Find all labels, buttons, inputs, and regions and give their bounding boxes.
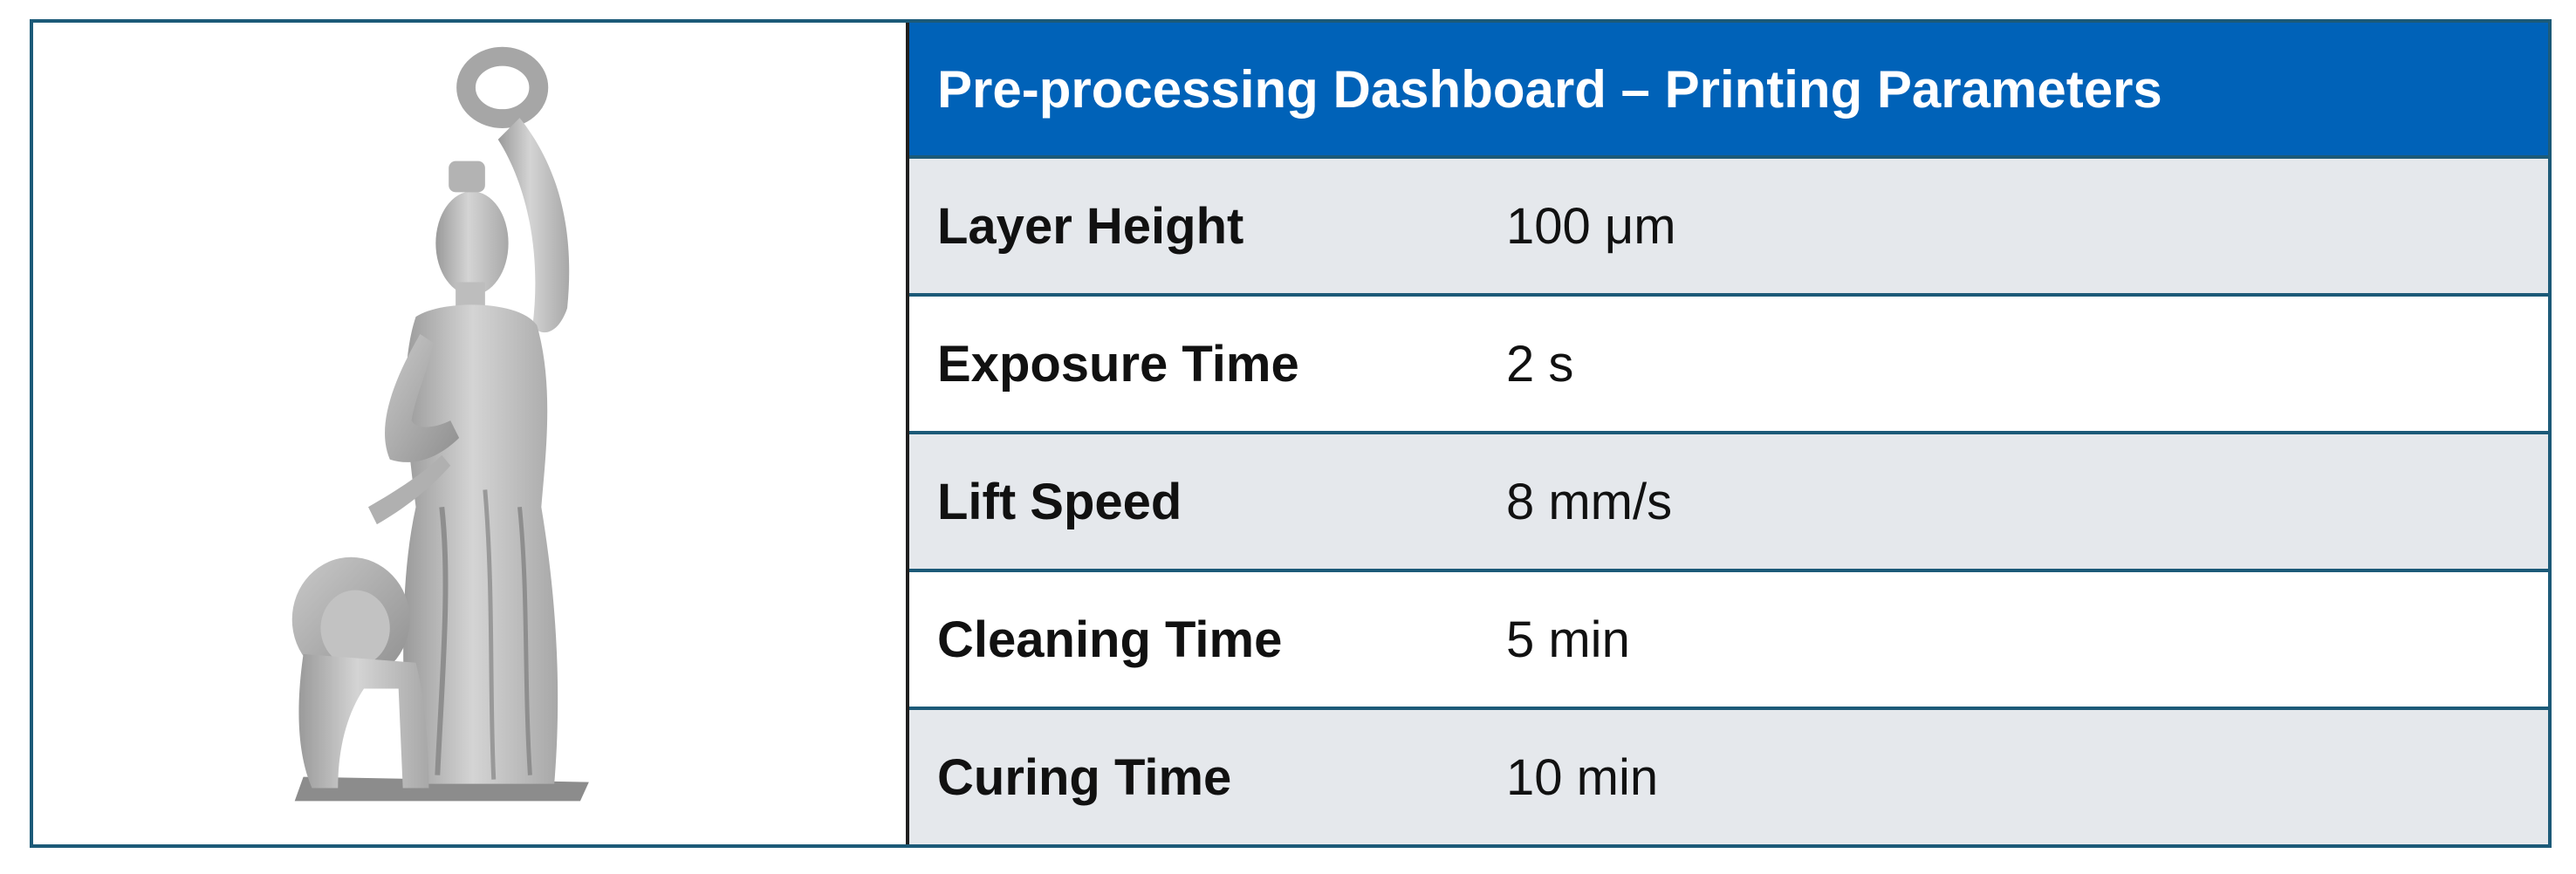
param-row-curing-time: Curing Time 10 min <box>909 710 2548 844</box>
panel-title: Pre-processing Dashboard – Printing Para… <box>909 23 2548 159</box>
param-label: Cleaning Time <box>937 611 1283 668</box>
model-preview <box>33 23 909 844</box>
param-row-exposure-time: Exposure Time 2 s <box>909 297 2548 434</box>
param-label: Curing Time <box>937 748 1232 806</box>
parameters-panel: Pre-processing Dashboard – Printing Para… <box>909 23 2548 844</box>
param-value: 5 min <box>1506 611 1630 668</box>
statue-model-image <box>291 46 589 802</box>
param-label: Lift Speed <box>937 473 1182 530</box>
param-row-lift-speed: Lift Speed 8 mm/s <box>909 434 2548 572</box>
param-label: Layer Height <box>937 197 1244 255</box>
param-row-cleaning-time: Cleaning Time 5 min <box>909 572 2548 710</box>
param-value: 2 s <box>1506 335 1574 393</box>
param-value: 100 μm <box>1506 197 1676 255</box>
param-value: 10 min <box>1506 748 1659 806</box>
param-label: Exposure Time <box>937 335 1299 393</box>
param-value: 8 mm/s <box>1506 473 1673 530</box>
param-row-layer-height: Layer Height 100 μm <box>909 159 2548 297</box>
dashboard-frame: Pre-processing Dashboard – Printing Para… <box>30 19 2552 848</box>
